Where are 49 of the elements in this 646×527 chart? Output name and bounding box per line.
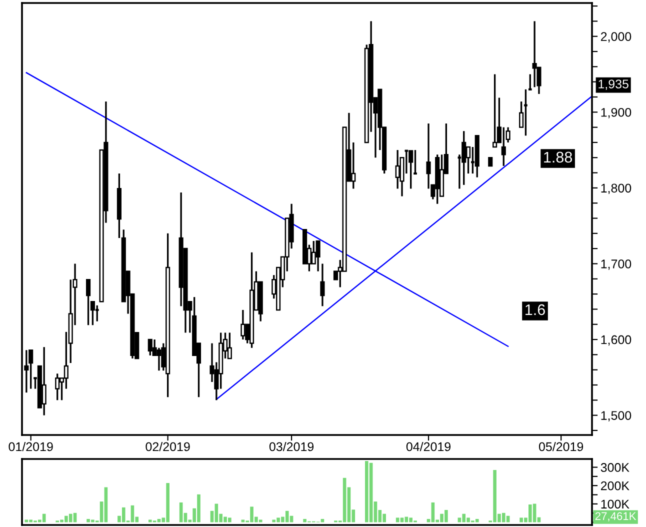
candlestick [523,88,528,136]
bar [104,487,108,522]
x-tick-label: 02/2019 [146,442,190,452]
candlestick [462,130,466,186]
x-tick-label: 05/2019 [538,442,584,452]
candlestick [408,150,414,190]
bar [272,520,276,522]
bar [285,510,289,522]
x-tick-label: 03/2019 [269,442,314,452]
candlestick [492,73,498,148]
bar [122,507,126,522]
candlestick [320,262,325,307]
bar [148,520,152,522]
bar [528,504,532,522]
bar [342,478,346,522]
bar [462,514,466,522]
annotation: 1.6 [526,304,545,316]
candlestick [86,278,91,326]
y-tick-label: 1,900 [601,108,632,118]
bar [214,504,218,522]
candlestick [240,309,246,340]
bar [258,520,262,522]
bar [369,462,373,522]
candlestick [227,332,232,360]
y-tick-label: 200K [600,481,630,490]
y-tick-label: 1,500 [601,411,632,422]
candlestick [412,149,418,175]
bar [68,514,72,522]
candlestick [55,372,60,401]
bar [532,504,536,522]
bar [42,514,46,522]
y-tick-label: 300K [600,463,630,472]
x-tick-label: 01/2019 [8,442,53,452]
y-tick-label: 1,700 [601,260,632,270]
bar [475,518,479,522]
candlestick [42,346,46,416]
bar [502,512,506,522]
candlestick [156,347,162,372]
candlestick [316,240,320,272]
candlestick [466,146,471,174]
y-tick-label: 2,000 [600,32,632,42]
bar [364,461,368,522]
annotation: 1.88 [544,152,572,163]
text: 27,461K [595,512,636,522]
y-tick-label: 1,800 [601,184,632,194]
x-tick-label: 04/2019 [406,442,451,452]
y-tick-label: 1,600 [601,335,632,346]
text: 1,935 [598,80,628,90]
y-tick-label: 100K [601,500,630,509]
